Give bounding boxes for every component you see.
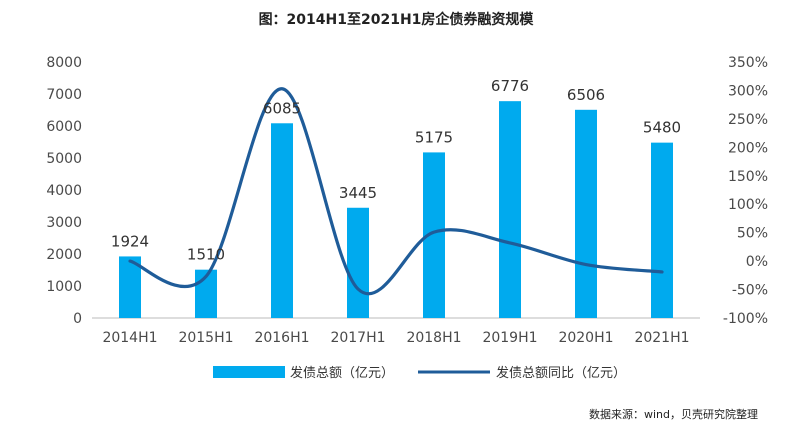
data-label: 5480 (643, 119, 681, 137)
y-left-tick-label: 3000 (46, 215, 82, 231)
y-left-tick-label: 1000 (46, 279, 82, 295)
bar (347, 207, 369, 318)
data-label: 1924 (111, 232, 149, 250)
y-right-tick-label: 100% (728, 197, 768, 213)
data-label: 6085 (263, 99, 301, 117)
data-label: 6776 (491, 77, 529, 95)
y-right-tick-label: 50% (737, 226, 768, 242)
legend-bar-swatch (213, 366, 285, 378)
y-right-tick-label: 0% (746, 254, 768, 270)
bar (119, 256, 141, 318)
legend-line-label: 发债总额同比（亿元） (496, 365, 626, 381)
y-left-tick-label: 4000 (46, 183, 82, 199)
y-right-tick-label: 250% (728, 112, 768, 128)
y-right-tick-label: 300% (728, 83, 768, 99)
x-tick-label: 2017H1 (330, 330, 385, 346)
y-right-tick-label: 350% (728, 55, 768, 71)
y-left-tick-label: 5000 (46, 151, 82, 167)
y-left-tick-label: 7000 (46, 87, 82, 103)
y-left-tick-label: 2000 (46, 247, 82, 263)
bar (651, 142, 673, 318)
data-label: 1510 (187, 246, 225, 264)
chart-title: 图：2014H1至2021H1房企债券融资规模 (259, 11, 535, 28)
x-tick-label: 2020H1 (558, 330, 613, 346)
y-right-tick-label: -100% (723, 311, 768, 327)
legend-bar-label: 发债总额（亿元） (290, 365, 394, 381)
y-left-tick-label: 0 (73, 311, 82, 327)
y-left-tick-label: 8000 (46, 55, 82, 71)
x-tick-label: 2019H1 (482, 330, 537, 346)
bar (423, 152, 445, 318)
y-right-tick-label: 200% (728, 140, 768, 156)
x-tick-label: 2015H1 (178, 330, 233, 346)
bar (271, 123, 293, 318)
x-tick-label: 2018H1 (406, 330, 461, 346)
y-left-tick-label: 6000 (46, 119, 82, 135)
x-tick-label: 2021H1 (634, 330, 689, 346)
y-right-tick-label: -50% (732, 283, 768, 299)
yoy-line (128, 87, 664, 296)
bar (499, 101, 521, 318)
data-label: 5175 (415, 128, 453, 146)
y-right-tick-label: 150% (728, 169, 768, 185)
x-tick-label: 2016H1 (254, 330, 309, 346)
bar (575, 109, 597, 318)
data-label: 3445 (339, 184, 377, 202)
data-label: 6506 (567, 86, 605, 104)
x-tick-label: 2014H1 (102, 330, 157, 346)
source-note: 数据来源：wind，贝壳研究院整理 (589, 407, 758, 421)
